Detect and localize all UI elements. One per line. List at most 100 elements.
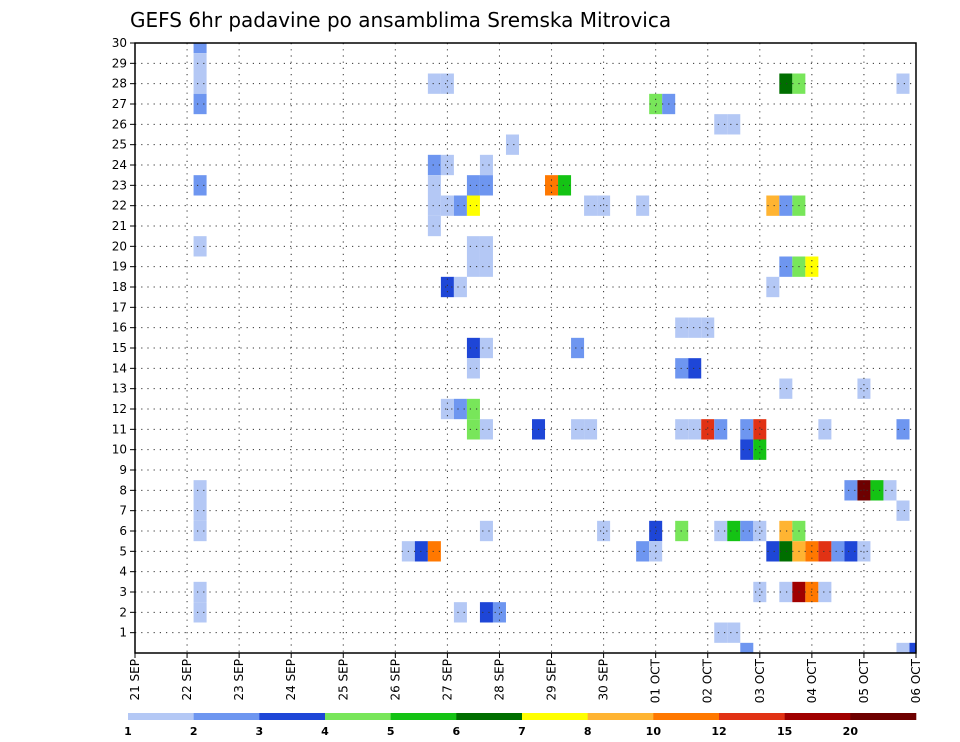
heatmap-cell: [193, 602, 207, 623]
heatmap-cell: [844, 541, 858, 562]
heatmap-cell: [584, 195, 598, 216]
y-tick-label: 19: [112, 260, 127, 274]
y-axis-ticks: 1234567891011121314151617181920212223242…: [112, 36, 135, 640]
y-tick-label: 2: [119, 605, 127, 619]
heatmap-cell: [479, 236, 493, 257]
legend-swatch: [193, 713, 260, 720]
y-tick-label: 29: [112, 56, 127, 70]
heatmap-cell: [479, 602, 493, 623]
y-tick-label: 5: [119, 544, 127, 558]
y-tick-label: 17: [112, 300, 127, 314]
heatmap-cell: [427, 175, 441, 196]
heatmap-cell: [766, 541, 780, 562]
heatmap-cell: [597, 195, 611, 216]
heatmap-cell: [779, 195, 793, 216]
legend-swatch: [325, 713, 391, 720]
heatmap-cell: [766, 276, 780, 298]
heatmap-cell: [779, 581, 793, 603]
heatmap-cell: [753, 581, 767, 603]
legend-tick-label: 6: [453, 725, 461, 738]
x-tick-label: 01 OCT: [649, 658, 663, 703]
y-tick-label: 13: [112, 382, 127, 396]
y-tick-label: 3: [119, 585, 127, 599]
heatmap-cell: [818, 581, 832, 603]
x-tick-label: 04 OCT: [805, 658, 819, 703]
heatmap-cell: [453, 195, 467, 216]
heatmap-cell: [818, 541, 832, 562]
heatmap-cell: [466, 398, 480, 420]
y-tick-label: 6: [119, 524, 127, 538]
heatmap-cell: [896, 73, 910, 94]
y-tick-label: 7: [119, 504, 127, 518]
y-tick-label: 12: [112, 402, 127, 416]
heatmap-cell: [193, 93, 207, 115]
heatmap-cell: [740, 520, 754, 542]
legend-swatch: [390, 713, 457, 720]
heatmap-cell: [479, 419, 493, 440]
heatmap-cell: [193, 53, 207, 74]
heatmap-cell: [571, 419, 585, 440]
x-tick-label: 27 SEP: [440, 659, 454, 701]
heatmap-cell: [883, 480, 897, 501]
heatmap-cell: [440, 276, 454, 298]
legend-tick-label: 15: [777, 725, 792, 738]
heatmap-cell: [818, 419, 832, 440]
heatmap-cell: [753, 520, 767, 542]
heatmap-cell: [779, 541, 793, 562]
heatmap-cell: [453, 398, 467, 420]
heatmap-cell: [909, 642, 916, 653]
heatmap-cell: [701, 419, 715, 440]
y-tick-label: 18: [112, 280, 127, 294]
x-tick-label: 03 OCT: [753, 658, 767, 703]
heatmap-cell: [896, 419, 910, 440]
heatmap-cell: [844, 480, 858, 501]
heatmap-cell: [870, 480, 884, 501]
y-tick-label: 8: [119, 483, 127, 497]
heatmap-cell: [466, 337, 480, 359]
heatmap-cell: [831, 541, 845, 562]
heatmap-cell: [779, 520, 793, 542]
y-tick-label: 24: [112, 158, 127, 172]
heatmap-cell: [193, 175, 207, 196]
heatmap-cell: [453, 602, 467, 623]
heatmap-cell: [857, 378, 871, 399]
y-tick-label: 4: [119, 565, 127, 579]
heatmap-cell: [688, 317, 702, 338]
y-tick-label: 23: [112, 178, 127, 192]
heatmap-cell: [779, 378, 793, 399]
legend-tick-label: 3: [256, 725, 264, 738]
x-tick-label: 05 OCT: [857, 658, 871, 703]
heatmap-cell: [440, 195, 454, 216]
legend-swatch: [653, 713, 720, 720]
heatmap-cell: [440, 73, 454, 94]
legend-tick-label: 5: [387, 725, 395, 738]
heatmap-cell: [701, 317, 715, 338]
heatmap-cell: [727, 622, 741, 643]
heatmap-cell: [427, 195, 441, 216]
heatmap-cell: [740, 419, 754, 440]
y-tick-label: 25: [112, 138, 127, 152]
heatmap-cell: [714, 520, 728, 542]
chart-title: GEFS 6hr padavine po ansamblima Sremska …: [130, 8, 671, 32]
heatmap-cell: [466, 236, 480, 257]
heatmap-cell: [753, 439, 767, 460]
heatmap-cell: [779, 73, 793, 94]
heatmap-cell: [453, 276, 467, 298]
heatmap-cell: [571, 337, 585, 359]
heatmap-cell: [753, 419, 767, 440]
y-tick-label: 21: [112, 219, 127, 233]
heatmap-cell: [466, 195, 480, 216]
y-tick-label: 16: [112, 321, 127, 335]
legend-swatch: [456, 713, 523, 720]
y-tick-label: 22: [112, 199, 127, 213]
heatmap-cell: [427, 73, 441, 94]
heatmap-cell: [649, 93, 663, 115]
legend-tick-label: 10: [646, 725, 662, 738]
heatmap-cell: [896, 642, 910, 653]
legend-tick-label: 4: [321, 725, 329, 738]
heatmap-cell: [427, 215, 441, 237]
heatmap-cell: [636, 541, 650, 562]
heatmap-cell: [466, 419, 480, 440]
legend-tick-label: 7: [518, 725, 526, 738]
heatmap-cell: [649, 520, 663, 542]
